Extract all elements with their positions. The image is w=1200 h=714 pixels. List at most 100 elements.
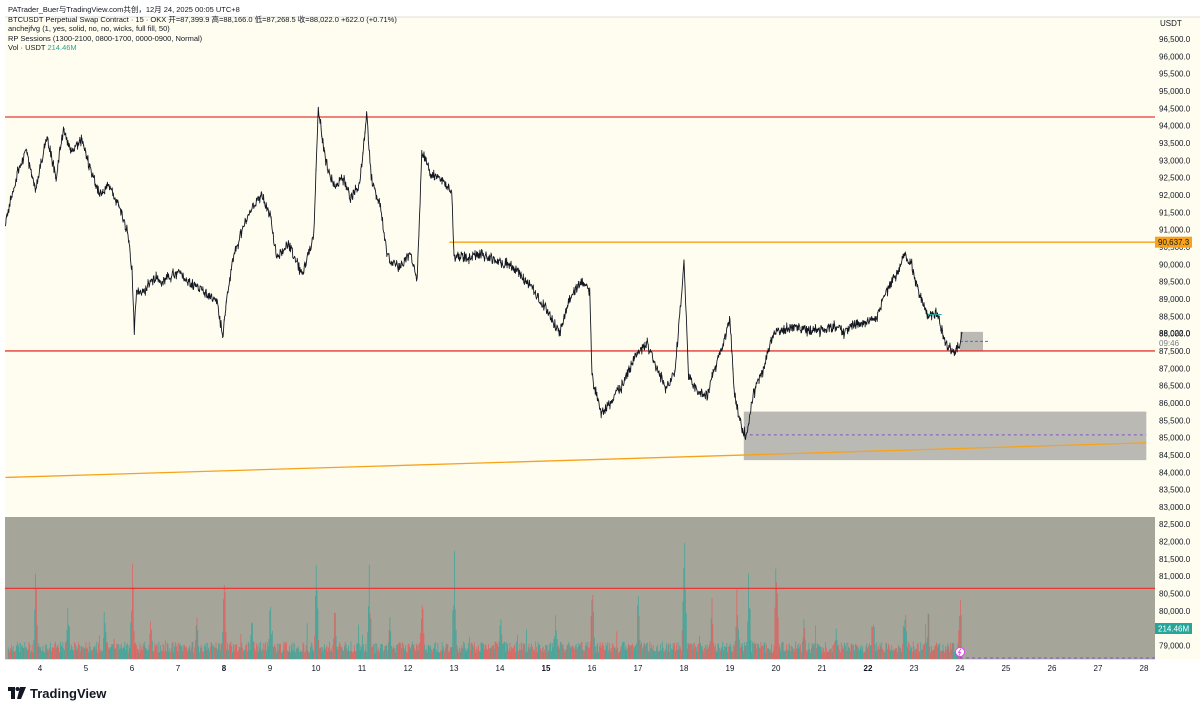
volume-bar — [653, 651, 655, 659]
volume-bar — [291, 649, 293, 659]
lightning-icon[interactable] — [955, 647, 965, 657]
volume-bar — [468, 642, 469, 659]
current-price-label: 88,022.0 — [1159, 329, 1191, 338]
volume-bar — [464, 643, 465, 659]
volume-bar — [473, 646, 474, 659]
volume-bar — [781, 643, 782, 659]
volume-bar — [830, 649, 831, 659]
volume-bar — [586, 646, 588, 659]
volume-bar — [663, 652, 665, 659]
volume-bar — [924, 643, 926, 659]
volume-bar — [36, 589, 37, 659]
volume-bar — [478, 644, 479, 659]
volume-bar — [502, 643, 504, 659]
volume-bar — [236, 644, 238, 659]
volume-bar — [202, 651, 204, 659]
volume-bar — [597, 643, 599, 659]
volume-bar — [560, 642, 562, 659]
currency-label[interactable]: USDT — [1160, 19, 1182, 28]
volume-bar — [362, 635, 363, 659]
volume-bar — [543, 652, 545, 659]
volume-bar — [531, 646, 533, 659]
volume-bar — [471, 642, 473, 659]
y-tick-label: 82,500.0 — [1159, 520, 1191, 529]
volume-bar — [738, 639, 740, 659]
volume-bar — [539, 644, 541, 659]
volume-bar — [360, 645, 362, 659]
volume-bar — [79, 644, 80, 659]
volume-bar — [149, 633, 151, 659]
volume-bar — [448, 652, 450, 659]
volume-bar — [934, 646, 936, 659]
volume-bar — [193, 652, 195, 659]
volume-bar — [361, 647, 363, 659]
volume-bar — [55, 647, 57, 659]
symbol-line[interactable]: BTCUSDT Perpetual Swap Contract · 15 · O… — [8, 14, 397, 24]
volume-bar — [799, 647, 801, 659]
price-series[interactable] — [5, 106, 963, 440]
volume-bar — [899, 647, 901, 659]
volume-bar — [170, 652, 171, 659]
volume-bar — [290, 652, 291, 659]
volume-bar — [382, 644, 383, 659]
volume-bar — [401, 642, 403, 659]
volume-bar — [709, 640, 711, 659]
volume-bar — [582, 649, 584, 659]
volume-bar — [801, 652, 802, 659]
volume-legend[interactable]: Vol · USDT 214.46M — [8, 43, 397, 53]
volume-bar — [127, 643, 128, 659]
tradingview-logo[interactable]: TradingView — [8, 684, 106, 702]
volume-bar — [43, 651, 45, 659]
volume-bar — [552, 647, 554, 659]
volume-bar — [589, 647, 590, 659]
volume-bar — [222, 631, 224, 659]
volume-bar — [642, 646, 644, 659]
volume-bar — [311, 644, 313, 659]
x-tick-label: 6 — [130, 664, 135, 673]
volume-bar — [102, 650, 103, 659]
volume-bar — [415, 650, 416, 659]
volume-bar — [31, 644, 33, 659]
volume-bar — [542, 646, 544, 659]
volume-bar — [375, 643, 377, 659]
volume-bar — [412, 645, 414, 659]
volume-bar — [83, 646, 84, 659]
volume-bar — [822, 647, 824, 659]
volume-bar — [840, 642, 842, 659]
volume-bar — [255, 651, 257, 659]
volume-bar — [700, 642, 701, 659]
volume-bar — [689, 644, 690, 659]
fvg-zone-1[interactable] — [743, 411, 1147, 461]
volume-bar — [579, 645, 581, 659]
y-tick-label: 88,000.0 — [1159, 330, 1191, 339]
volume-bar — [926, 636, 928, 659]
volume-bar — [334, 612, 335, 659]
volume-bar — [146, 648, 147, 659]
volume-bar — [505, 651, 507, 659]
volume-bar — [904, 620, 906, 659]
x-tick-label: 25 — [1002, 664, 1011, 673]
volume-bar — [809, 649, 811, 659]
volume-bar — [779, 646, 781, 659]
volume-bar — [246, 643, 248, 659]
indicator-sessions[interactable]: RP Sessions (1300-2100, 0800-1700, 0000-… — [8, 33, 203, 43]
volume-bar — [459, 651, 461, 659]
volume-bar — [405, 645, 406, 659]
volume-bar — [332, 645, 334, 659]
volume-bar — [401, 647, 402, 659]
volume-bar — [340, 647, 342, 659]
volume-bar — [350, 641, 352, 659]
volume-bar — [882, 648, 883, 659]
indicator-fvg[interactable]: anchejfvg (1, yes, solid, no, no, wicks,… — [8, 24, 170, 34]
volume-bar — [515, 652, 517, 659]
volume-bar — [69, 626, 70, 659]
volume-bar — [679, 645, 681, 659]
volume-bar — [739, 647, 741, 659]
volume-bar — [91, 649, 93, 659]
volume-bar — [826, 651, 828, 659]
volume-bar — [638, 615, 640, 659]
trendline[interactable] — [5, 442, 1147, 479]
volume-bar — [445, 643, 447, 659]
volume-bar — [768, 649, 770, 659]
